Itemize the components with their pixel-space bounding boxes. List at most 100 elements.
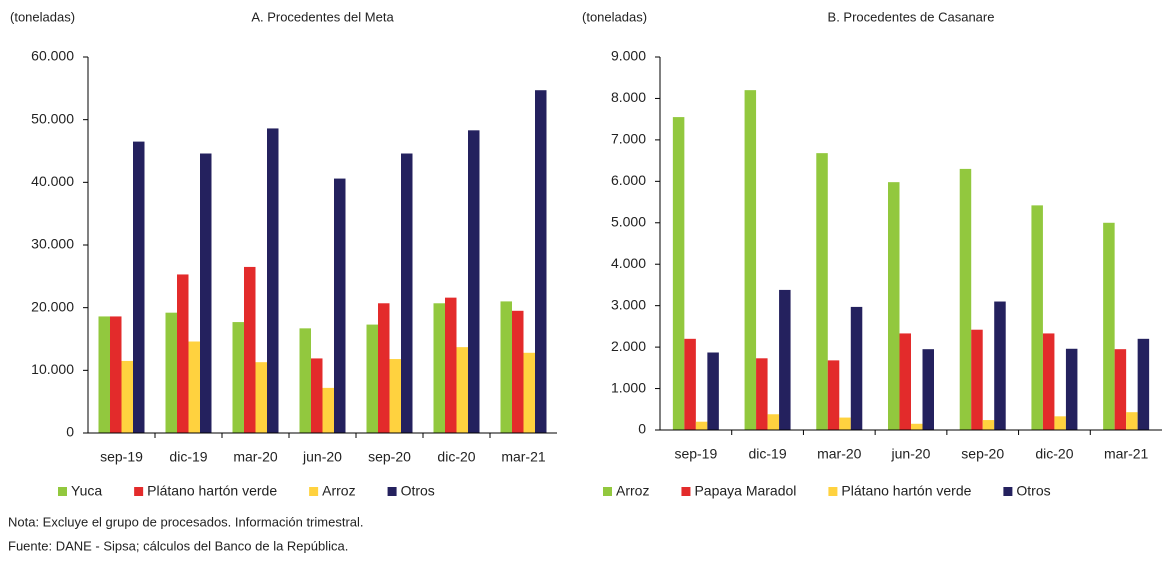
- chart-title: A. Procedentes del Meta: [251, 9, 394, 24]
- bar: [1114, 349, 1127, 430]
- x-tick-label: sep-20: [961, 446, 1004, 462]
- legend-label: Plátano hartón verde: [147, 483, 277, 499]
- bar: [982, 420, 995, 430]
- bar: [445, 297, 457, 433]
- bar: [366, 324, 378, 433]
- bar: [1103, 222, 1115, 430]
- bar: [1042, 333, 1055, 430]
- bar: [110, 316, 122, 433]
- bar: [244, 266, 256, 433]
- x-tick-label: dic-19: [749, 446, 787, 462]
- y-tick-label: 0: [66, 424, 74, 440]
- y-tick-label: 6.000: [611, 172, 646, 188]
- x-tick-label: sep-20: [368, 449, 411, 465]
- y-tick-label: 0: [638, 421, 646, 437]
- bar: [523, 352, 535, 433]
- bar: [827, 360, 840, 430]
- bar: [1126, 412, 1138, 430]
- y-tick-label: 7.000: [611, 131, 646, 147]
- legend-label: Arroz: [322, 483, 355, 499]
- bar: [334, 178, 346, 433]
- bar: [850, 306, 863, 430]
- bar: [1031, 205, 1043, 430]
- x-tick-label: sep-19: [674, 446, 717, 462]
- bar: [888, 182, 900, 430]
- legend-label: Arroz: [616, 483, 649, 499]
- bar: [456, 347, 468, 433]
- legend-label: Papaya Maradol: [694, 483, 796, 499]
- bar: [433, 303, 445, 433]
- bar: [133, 141, 145, 433]
- x-tick-label: dic-20: [437, 449, 475, 465]
- y-tick-label: 20.000: [31, 298, 74, 314]
- legend-swatch: [828, 487, 838, 496]
- legend-swatch: [1003, 487, 1013, 496]
- bar: [512, 310, 524, 433]
- bar: [899, 333, 911, 430]
- bar: [200, 153, 212, 434]
- bar: [322, 387, 334, 433]
- bar: [971, 329, 983, 430]
- bar: [121, 360, 133, 433]
- bar: [232, 322, 244, 433]
- note: Nota: Excluye el grupo de procesados. In…: [8, 514, 364, 529]
- bar: [255, 362, 267, 433]
- x-tick-label: mar-20: [233, 449, 278, 465]
- bar: [311, 358, 323, 433]
- bar: [500, 301, 512, 433]
- x-tick-label: dic-20: [1035, 446, 1073, 462]
- legend-swatch: [387, 487, 397, 496]
- legend-label: Otros: [401, 483, 435, 499]
- y-tick-label: 30.000: [31, 236, 74, 252]
- y-tick-label: 8.000: [611, 89, 646, 105]
- x-tick-label: dic-19: [169, 449, 207, 465]
- bar: [267, 128, 279, 433]
- y-tick-label: 4.000: [611, 255, 646, 271]
- bar: [378, 303, 390, 433]
- y-tick-label: 10.000: [31, 361, 74, 377]
- legend-label: Otros: [1016, 483, 1050, 499]
- bar: [994, 301, 1006, 430]
- legend-label: Yuca: [71, 483, 102, 499]
- legend-swatch: [681, 487, 691, 496]
- x-tick-label: jun-20: [302, 449, 342, 465]
- bar: [401, 153, 413, 434]
- bar: [1065, 348, 1078, 430]
- x-tick-label: mar-21: [1104, 446, 1149, 462]
- y-tick-label: 50.000: [31, 110, 74, 126]
- bar: [695, 421, 708, 430]
- x-tick-label: mar-20: [817, 446, 862, 462]
- bar: [707, 352, 719, 430]
- y-tick-label: 9.000: [611, 48, 646, 64]
- bar: [468, 130, 480, 433]
- legend-swatch: [603, 487, 612, 496]
- bar: [672, 117, 685, 430]
- bar: [744, 90, 757, 431]
- chart-title: B. Procedentes de Casanare: [828, 9, 995, 24]
- legend-swatch: [58, 487, 67, 496]
- legend-label: Plátano hartón verde: [841, 483, 971, 499]
- bar: [177, 274, 189, 433]
- y-axis-label: (toneladas): [10, 9, 75, 24]
- bar: [767, 414, 780, 430]
- bar: [839, 417, 851, 430]
- bar: [165, 312, 177, 433]
- bar: [98, 316, 110, 433]
- legend-swatch: [134, 487, 144, 496]
- y-tick-label: 40.000: [31, 173, 74, 189]
- bar: [535, 90, 547, 434]
- y-tick-label: 60.000: [31, 48, 74, 64]
- legend-swatch: [309, 487, 319, 496]
- y-axis-label: (toneladas): [582, 9, 647, 24]
- bar: [188, 341, 200, 433]
- bar: [816, 153, 828, 430]
- bar: [1137, 338, 1150, 430]
- bar: [959, 168, 972, 430]
- y-tick-label: 3.000: [611, 296, 646, 312]
- y-tick-label: 2.000: [611, 338, 646, 354]
- bar: [911, 423, 923, 430]
- bar: [922, 349, 934, 430]
- x-tick-label: jun-20: [891, 446, 931, 462]
- source: Fuente: DANE - Sipsa; cálculos del Banco…: [8, 538, 348, 553]
